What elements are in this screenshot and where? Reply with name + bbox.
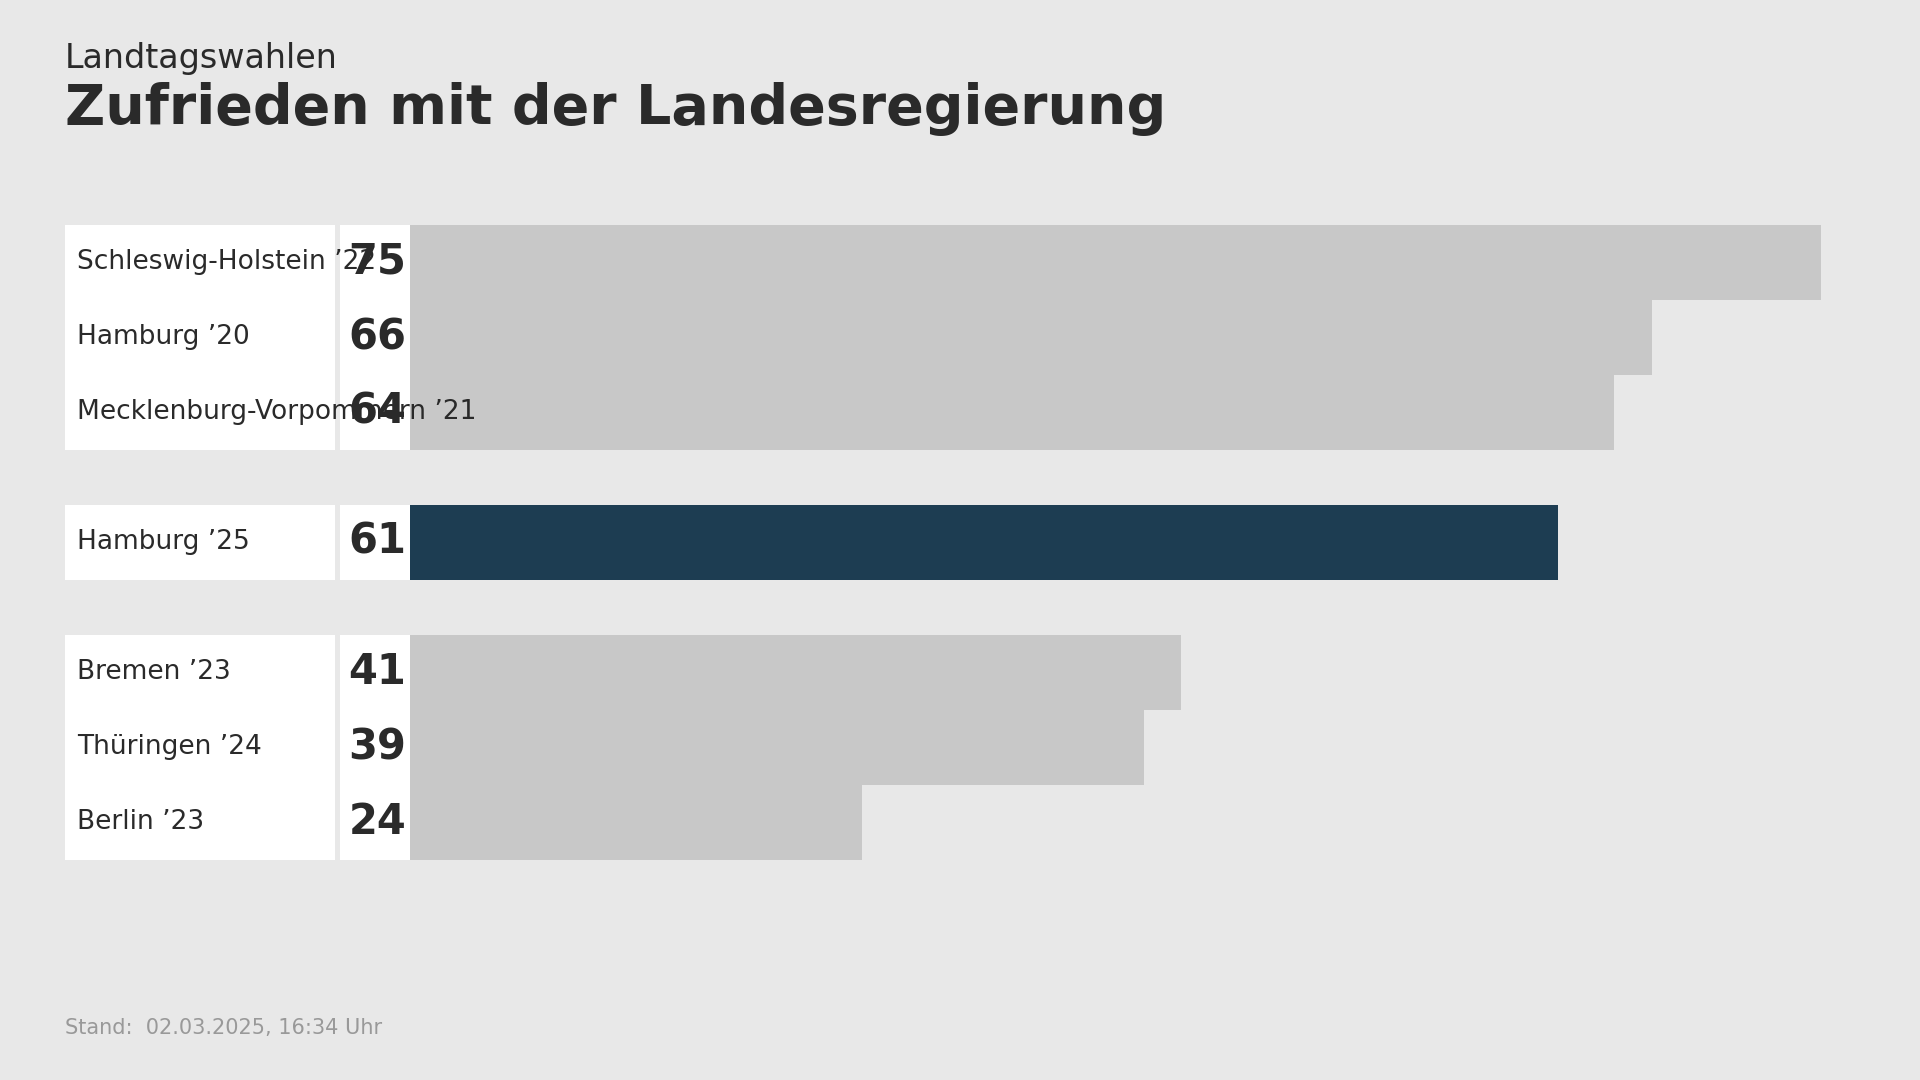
Text: Mecklenburg-Vorpommern ’21: Mecklenburg-Vorpommern ’21 bbox=[77, 399, 476, 426]
Text: Hamburg ’25: Hamburg ’25 bbox=[77, 529, 250, 555]
Text: 64: 64 bbox=[349, 391, 407, 433]
Bar bbox=[340, 784, 415, 860]
Text: 24: 24 bbox=[349, 801, 407, 843]
Bar bbox=[411, 784, 862, 860]
Text: Stand:  02.03.2025, 16:34 Uhr: Stand: 02.03.2025, 16:34 Uhr bbox=[65, 1018, 382, 1038]
Bar bbox=[65, 299, 334, 375]
Bar bbox=[65, 504, 334, 580]
Bar bbox=[65, 710, 334, 784]
Bar bbox=[65, 634, 334, 710]
Bar bbox=[65, 225, 334, 299]
Bar bbox=[340, 225, 415, 299]
Text: 41: 41 bbox=[349, 651, 407, 693]
Bar bbox=[65, 784, 334, 860]
Bar bbox=[411, 710, 1144, 784]
Text: Zufrieden mit der Landesregierung: Zufrieden mit der Landesregierung bbox=[65, 82, 1165, 136]
Text: Thüringen ’24: Thüringen ’24 bbox=[77, 734, 261, 760]
Text: Bremen ’23: Bremen ’23 bbox=[77, 659, 230, 685]
Bar bbox=[340, 375, 415, 449]
Bar bbox=[411, 299, 1651, 375]
Text: Hamburg ’20: Hamburg ’20 bbox=[77, 324, 250, 350]
Text: 61: 61 bbox=[349, 521, 407, 563]
Bar bbox=[340, 299, 415, 375]
Bar bbox=[65, 375, 334, 449]
Text: 75: 75 bbox=[349, 241, 407, 283]
Text: Schleswig-Holstein ’22: Schleswig-Holstein ’22 bbox=[77, 249, 376, 275]
Bar bbox=[340, 634, 415, 710]
Bar bbox=[340, 504, 415, 580]
Bar bbox=[411, 504, 1557, 580]
Bar bbox=[411, 375, 1615, 449]
Bar bbox=[411, 634, 1181, 710]
Bar bbox=[411, 225, 1822, 299]
Text: 66: 66 bbox=[349, 316, 407, 357]
Text: Landtagswahlen: Landtagswahlen bbox=[65, 42, 338, 75]
Text: 39: 39 bbox=[349, 726, 407, 768]
Text: Berlin ’23: Berlin ’23 bbox=[77, 809, 204, 835]
Bar bbox=[340, 710, 415, 784]
